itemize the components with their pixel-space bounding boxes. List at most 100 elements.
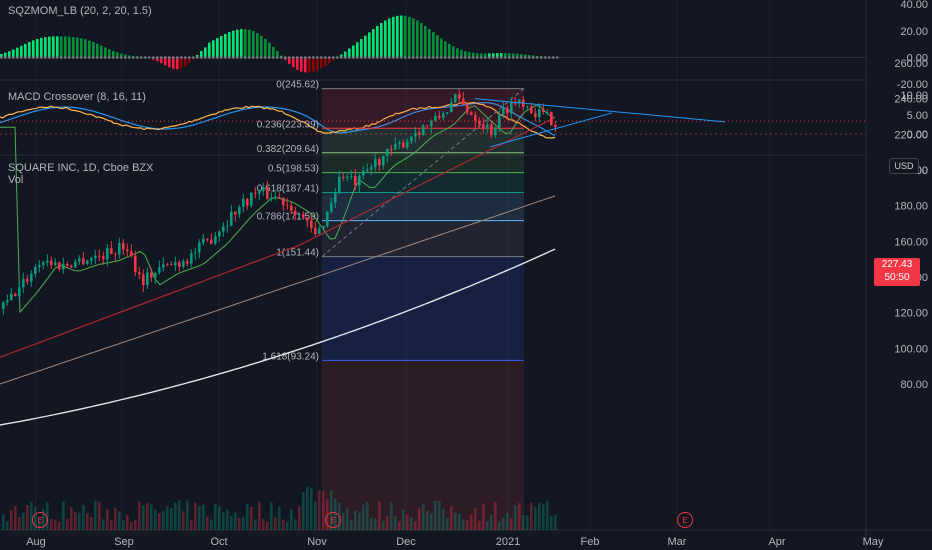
fib-level-label: 0.618(187.41)	[257, 183, 319, 194]
time-axis-label: Oct	[210, 536, 227, 548]
momentum-bar	[276, 51, 279, 58]
volume-bar	[486, 521, 489, 530]
volume-bar	[226, 509, 229, 530]
squeeze-dot	[72, 56, 75, 59]
squeeze-dot	[372, 56, 375, 59]
squeeze-dot	[100, 56, 103, 59]
volume-bar	[526, 515, 529, 530]
squeeze-dot	[316, 56, 319, 59]
candle-body	[210, 239, 213, 244]
candle-body	[198, 242, 201, 253]
macd-title-text: MACD Crossover (8, 16, 11)	[8, 91, 146, 103]
main-legend[interactable]: SQUARE INC, 1D, Cboe BZX Vol	[8, 162, 154, 186]
fib-level-label: 0.236(223.39)	[257, 119, 319, 130]
time-axis[interactable]: Aug Sep Oct Nov Dec 2021 Feb Mar Apr May	[26, 536, 884, 548]
momentum-bar	[300, 57, 303, 72]
candle-body	[254, 192, 257, 194]
candle-body	[550, 111, 553, 126]
candle-body	[134, 255, 137, 273]
sqzmom-axis-tick: 20.00	[900, 26, 928, 38]
momentum-bar	[236, 29, 239, 58]
price-axis-tick: 120.00	[894, 308, 928, 320]
volume-bar	[26, 504, 29, 530]
momentum-bar	[304, 57, 307, 73]
candle-body	[106, 248, 109, 260]
momentum-bar	[40, 37, 43, 58]
volume-bar	[78, 512, 81, 530]
candle-body	[482, 124, 485, 129]
volume-bar	[382, 520, 385, 530]
volume-bar	[10, 510, 13, 530]
volume-bar	[466, 520, 469, 530]
volume-bar	[346, 507, 349, 530]
sqzmom-pane[interactable]	[0, 15, 866, 73]
currency-button[interactable]: USD	[889, 158, 919, 174]
momentum-bar	[172, 57, 175, 69]
candle-body	[422, 125, 425, 135]
volume-bar	[262, 519, 265, 530]
time-axis-label: 2021	[496, 536, 520, 548]
candles[interactable]	[0, 89, 866, 316]
candle-body	[238, 206, 241, 215]
candle-body	[406, 141, 409, 148]
squeeze-dot	[536, 56, 539, 59]
momentum-bar	[512, 53, 515, 58]
squeeze-dot	[208, 56, 211, 59]
earnings-icon[interactable]: E	[677, 512, 693, 528]
fib-retracement[interactable]: 0(245.62) 0.236(223.39) 0.382(209.64) 0.5(1…	[257, 80, 525, 530]
momentum-bar	[44, 37, 47, 58]
candle-body	[418, 132, 421, 135]
squeeze-dot	[432, 56, 435, 59]
volume-bar	[154, 509, 157, 530]
bar-countdown: 50:50	[884, 272, 910, 283]
candle-body	[50, 260, 53, 266]
momentum-bar	[244, 29, 247, 58]
macd-axis-tick: 0.00	[907, 129, 928, 141]
squeeze-dot	[460, 56, 463, 59]
volume-bar	[214, 504, 217, 530]
squeeze-dot	[484, 56, 487, 59]
squeeze-dot	[40, 56, 43, 59]
earnings-icon[interactable]: E	[32, 512, 48, 528]
squeeze-dot	[0, 56, 3, 59]
triangle-drawing[interactable]	[474, 98, 726, 148]
momentum-bar	[64, 36, 67, 58]
candle-body	[366, 169, 369, 171]
volume-bar	[322, 491, 325, 530]
squeeze-dot	[452, 56, 455, 59]
candle-body	[186, 261, 189, 264]
macd-title[interactable]: MACD Crossover (8, 16, 11)	[8, 91, 146, 103]
volume-bar	[438, 500, 441, 530]
momentum-bar	[440, 38, 443, 58]
momentum-bar	[120, 53, 123, 58]
volume-bar	[318, 490, 321, 530]
candle-body	[130, 251, 133, 256]
candle-body	[450, 102, 453, 113]
squeeze-dot	[368, 56, 371, 59]
squeeze-dot	[144, 56, 147, 59]
candle-body	[446, 112, 449, 114]
squeeze-dot	[384, 56, 387, 59]
squeeze-dot	[232, 56, 235, 59]
sqzmom-title[interactable]: SQZMOM_LB (20, 2, 20, 1.5)	[8, 5, 152, 17]
momentum-bar	[184, 57, 187, 67]
sqzmom-axis-tick: 40.00	[900, 0, 928, 11]
squeeze-dot	[48, 56, 51, 59]
momentum-bar	[432, 32, 435, 58]
volume-bar	[158, 513, 161, 530]
price-axes[interactable]: 40.0020.000.00-20.0010.005.000.00280.002…	[894, 0, 928, 391]
macd-axis-tick: 10.00	[900, 90, 928, 102]
volume-bar	[218, 506, 221, 530]
momentum-bar	[268, 42, 271, 58]
earnings-icon[interactable]: E	[325, 512, 341, 528]
candle-body	[42, 262, 45, 266]
momentum-bar	[520, 54, 523, 58]
candle-body	[26, 278, 29, 282]
momentum-bar	[204, 47, 207, 58]
candle-body	[266, 187, 269, 199]
candle-body	[534, 113, 537, 118]
momentum-bar	[460, 49, 463, 58]
momentum-bar	[424, 25, 427, 58]
candle-body	[330, 202, 333, 212]
